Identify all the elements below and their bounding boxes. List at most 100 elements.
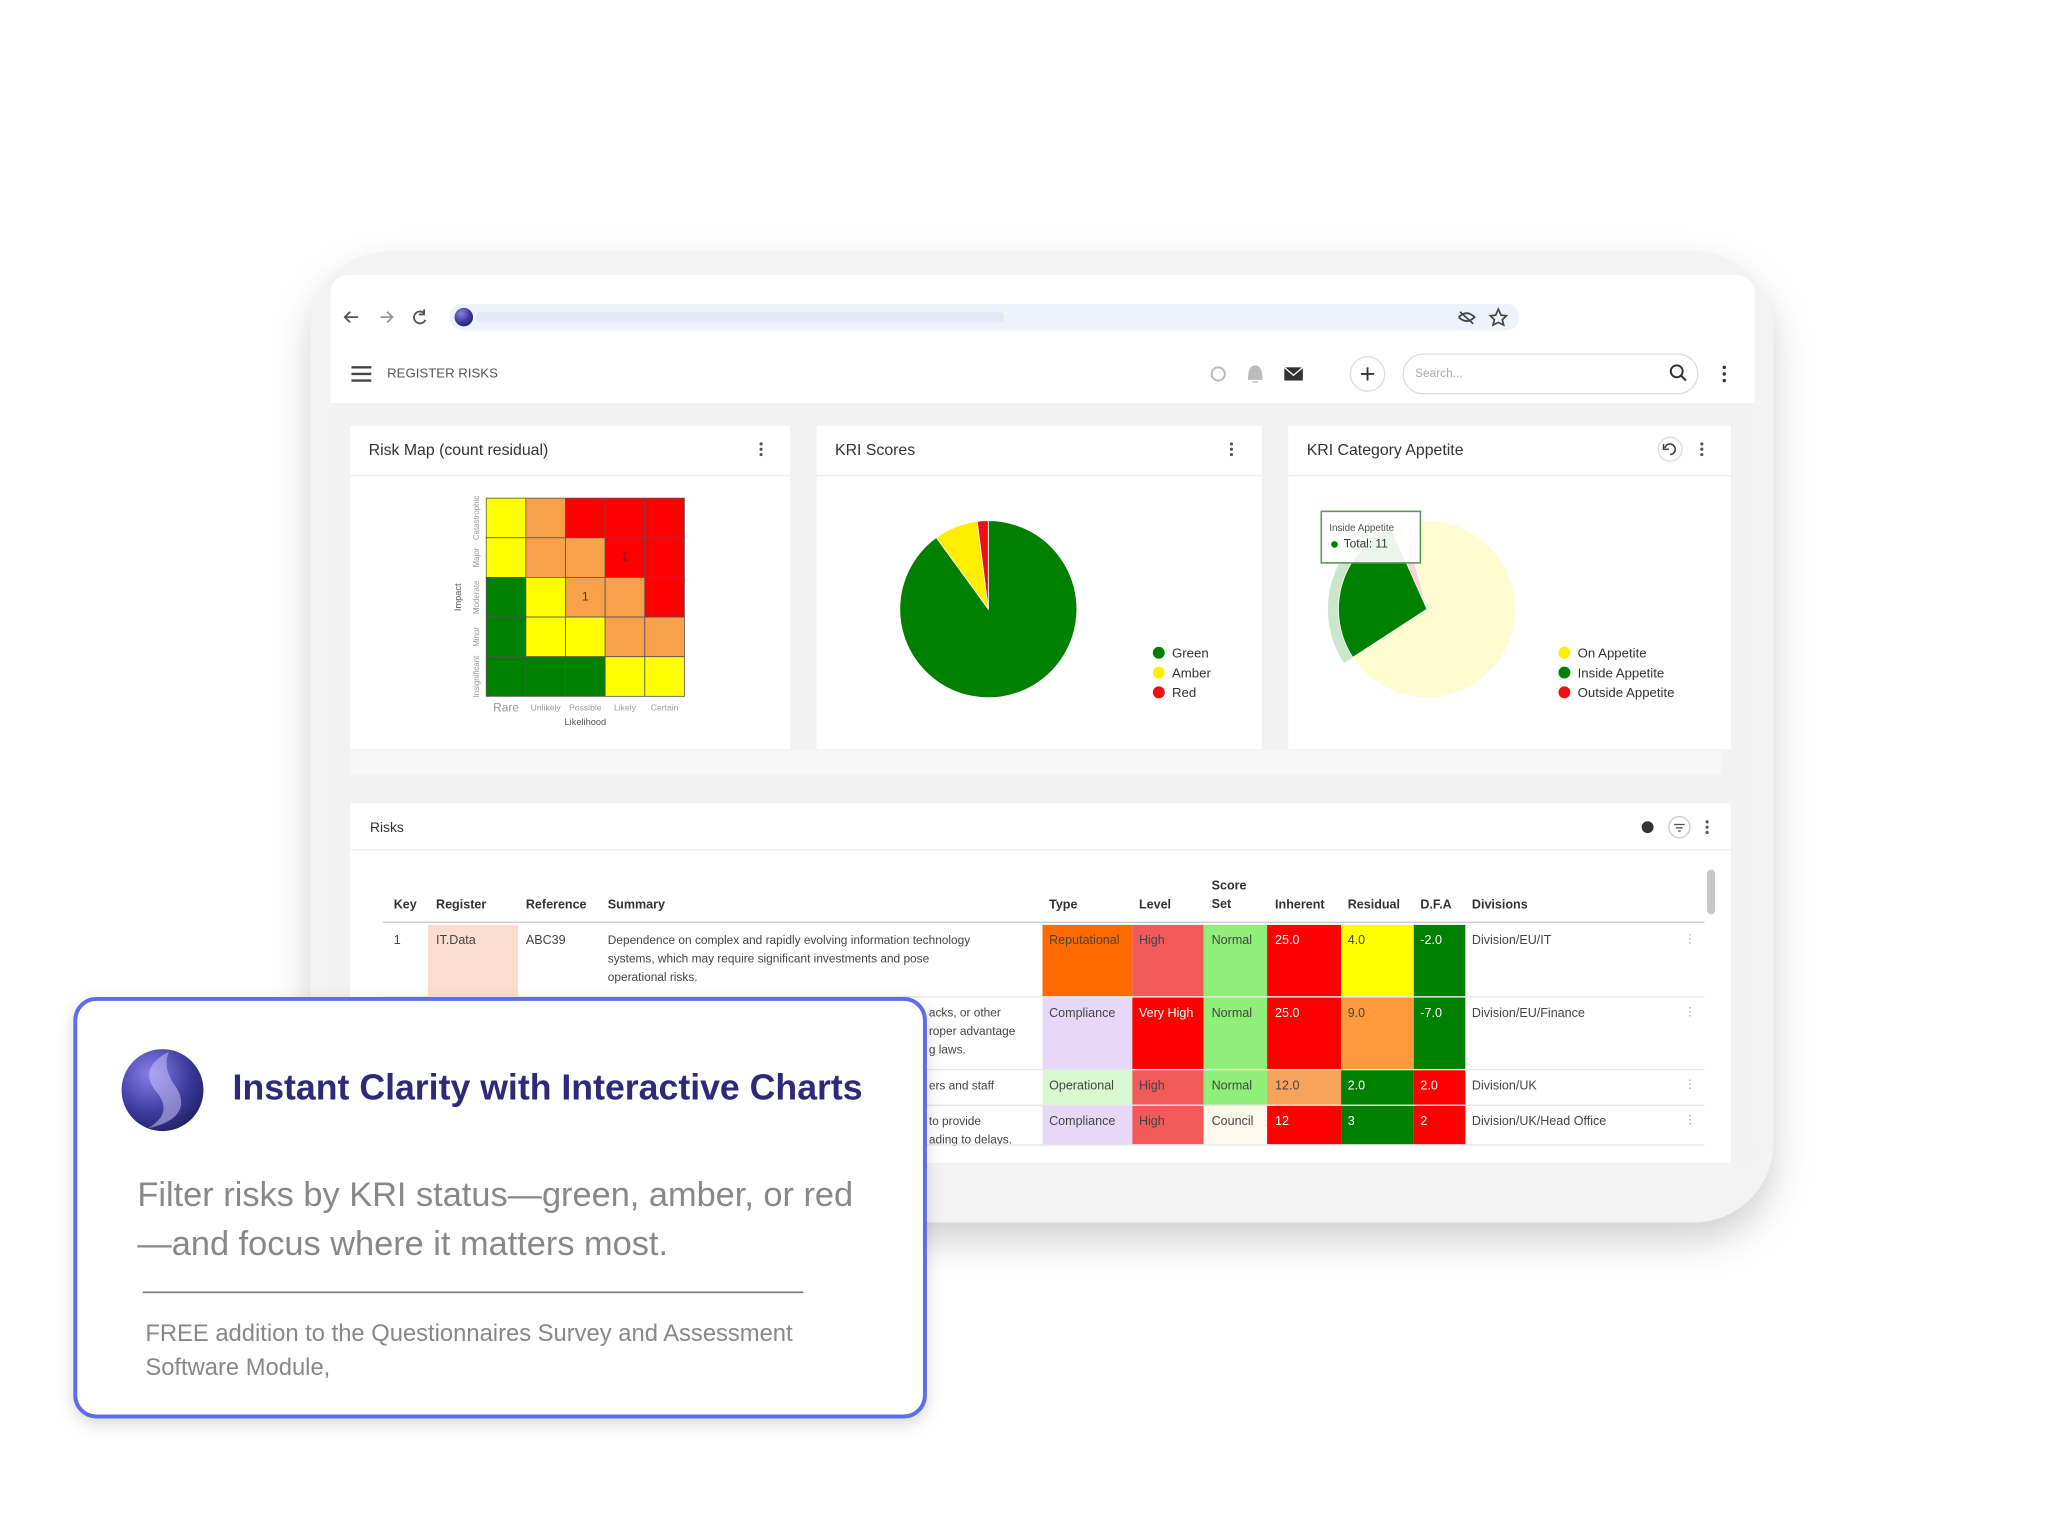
likelihood-label: Unlikely — [531, 703, 562, 713]
panel-menu[interactable] — [1700, 442, 1704, 457]
menu-dot — [1705, 825, 1709, 829]
table-cell: -7.0 — [1420, 1006, 1442, 1020]
search-box[interactable] — [1402, 353, 1699, 395]
cell-fill — [1132, 1070, 1204, 1105]
legend-label[interactable]: Red — [1172, 685, 1196, 700]
column-header: Summary — [608, 897, 665, 911]
table-cell: Normal — [1212, 1078, 1252, 1092]
legend-marker — [1558, 646, 1571, 659]
legend-label[interactable]: Green — [1172, 646, 1209, 661]
likelihood-label: Certain — [651, 703, 679, 713]
table-cell: 1 — [394, 933, 401, 947]
menu-dot — [1229, 442, 1234, 446]
row-menu[interactable]: ⋮ — [1684, 1113, 1696, 1127]
table-cell: Reputational — [1049, 933, 1119, 947]
menu-dot — [1700, 447, 1704, 451]
panel-menu[interactable] — [1705, 820, 1709, 835]
cell-fill — [1267, 924, 1342, 997]
risk-cell — [644, 656, 685, 697]
table-cell: Council — [1212, 1114, 1254, 1128]
panel-menu[interactable] — [759, 442, 763, 457]
legend-label[interactable]: On Appetite — [1578, 646, 1647, 661]
table-cell: Operational — [1049, 1078, 1114, 1092]
summary-line: roper advantage — [929, 1024, 1016, 1038]
cell-fill — [1413, 997, 1466, 1069]
reset-icon — [1662, 443, 1676, 456]
column-header: Residual — [1348, 897, 1400, 911]
legend-label[interactable]: Outside Appetite — [1578, 685, 1675, 700]
cell-fill — [1042, 1105, 1133, 1145]
legend-label[interactable]: Amber — [1172, 665, 1211, 680]
table-cell: 12.0 — [1275, 1078, 1299, 1092]
legend-marker — [1558, 666, 1571, 679]
card-logo-swoosh — [147, 1051, 182, 1129]
row-menu[interactable]: ⋮ — [1684, 1004, 1696, 1018]
browser-icons — [1458, 307, 1509, 327]
panel: KRI Scores Green Amber Red — [816, 425, 1262, 750]
risk-cell — [644, 616, 685, 658]
risk-cell — [565, 497, 606, 539]
row-menu[interactable]: ⋮ — [1684, 1077, 1696, 1091]
cell-fill — [1413, 1105, 1466, 1145]
table-cell: 2.0 — [1348, 1078, 1365, 1092]
card-title: Instant Clarity with Interactive Charts — [233, 1068, 863, 1108]
table-cell: ABC39 — [526, 933, 566, 947]
bug-icon[interactable] — [1641, 821, 1654, 834]
forward-icon[interactable] — [380, 311, 394, 324]
eye-off-icon[interactable] — [1458, 311, 1476, 325]
reload-icon[interactable] — [413, 309, 427, 325]
legend-marker — [1152, 646, 1165, 659]
summary-line: ading to delays. — [929, 1132, 1012, 1146]
risk-cell — [525, 616, 566, 658]
card-body: Filter risks by KRI status—green, amber,… — [137, 1176, 853, 1214]
table-cell: Normal — [1212, 1006, 1252, 1020]
pie-slice[interactable] — [976, 520, 989, 610]
legend-label[interactable]: Inside Appetite — [1578, 665, 1665, 680]
column-header: Divisions — [1472, 897, 1528, 911]
risk-cell — [604, 497, 646, 539]
cell-fill — [1267, 1105, 1342, 1145]
tooltip-title: Inside Appetite — [1329, 523, 1394, 534]
panel-title: KRI Scores — [835, 442, 915, 459]
back-icon[interactable] — [343, 311, 359, 324]
impact-label: Insignificant — [472, 655, 481, 698]
table-cell: Very High — [1139, 1006, 1193, 1020]
menu-dot — [1705, 820, 1709, 824]
app-menu[interactable] — [1722, 365, 1727, 383]
risk-cell — [565, 577, 606, 618]
browser-bar — [343, 309, 427, 325]
panel: KRI Category Appetite On Appetite Inside A… — [1288, 425, 1731, 750]
sync-icon[interactable] — [1210, 366, 1226, 382]
menu-dot — [1229, 447, 1234, 451]
y-axis-label: Impact — [453, 583, 463, 611]
risk-cell — [485, 577, 527, 618]
column-header: Type — [1049, 897, 1077, 911]
risk-count: 1 — [582, 589, 589, 603]
table-cell: Division/EU/IT — [1472, 933, 1552, 947]
menu-dot — [759, 442, 763, 446]
card-box — [73, 996, 927, 1419]
menu-icon[interactable] — [351, 366, 372, 382]
table-cell: 2.0 — [1420, 1078, 1437, 1092]
risk-count: 1 — [622, 550, 629, 564]
cell-fill — [1042, 1070, 1133, 1105]
bell-icon[interactable] — [1247, 365, 1263, 383]
menu-dot — [759, 452, 763, 457]
risk-cell — [644, 577, 685, 618]
search-icon[interactable] — [1669, 364, 1684, 379]
summary-line: systems, which may require significant i… — [608, 951, 930, 965]
panel-title: Risk Map (count residual) — [369, 442, 549, 459]
row-menu[interactable]: ⋮ — [1684, 932, 1696, 946]
star-icon[interactable] — [1488, 307, 1509, 327]
table-cell: IT.Data — [436, 933, 476, 947]
legend-marker — [1558, 686, 1571, 699]
cell-fill — [1203, 997, 1268, 1069]
reset-button[interactable] — [1657, 436, 1683, 462]
table-cell: Compliance — [1049, 1006, 1115, 1020]
summary-line: acks, or other — [929, 1006, 1001, 1020]
panel-menu[interactable] — [1229, 442, 1234, 457]
pie-slice[interactable] — [1352, 520, 1516, 699]
legend-marker — [1152, 686, 1165, 699]
menu-dot — [1705, 830, 1709, 835]
